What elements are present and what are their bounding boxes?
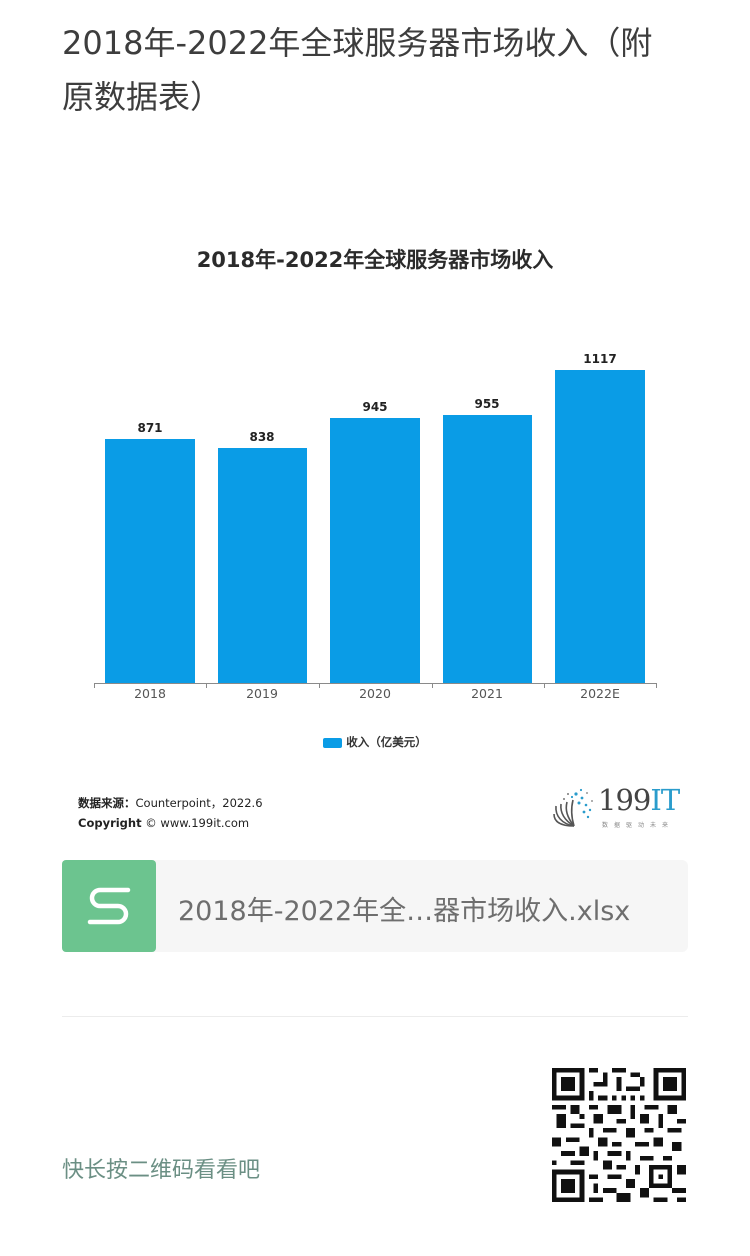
chart-image [62,200,688,850]
logo-text: 199 [598,783,651,817]
source-label: 数据来源： [78,796,136,810]
chart-legend: 收入（亿美元） [0,734,750,750]
legend-swatch [323,737,343,748]
chart-title: 2018年-2022年全球服务器市场收入 [196,248,554,272]
qr-code-icon[interactable] [552,1068,686,1202]
spreadsheet-s-icon [62,860,156,952]
divider [62,1016,688,1017]
dandelion-logo-icon [553,788,593,827]
page-title: 2018年-2022年全球服务器市场收入（附原数据表） [62,24,653,116]
199it-logo: 199IT 数据驱动未来 [552,783,682,830]
copyright-value: © www.199it.com [145,816,250,830]
chart-source: 数据来源：Counterpoint，2022.6 Copyright © www… [78,793,263,833]
source-value: Counterpoint，2022.6 [135,796,263,810]
attachment-card[interactable]: 2018年-2022年全…器市场收入.xlsx [62,860,688,952]
copyright-label: Copyright [78,816,142,830]
qr-hint-text: 快长按二维码看看吧 [62,1158,261,1183]
attachment-file-name: 2018年-2022年全…器市场收入.xlsx [178,896,631,927]
logo-slogan: 数据驱动未来 [602,822,675,829]
logo-text-it: IT [650,783,680,817]
legend-label: 收入（亿美元） [346,735,427,749]
